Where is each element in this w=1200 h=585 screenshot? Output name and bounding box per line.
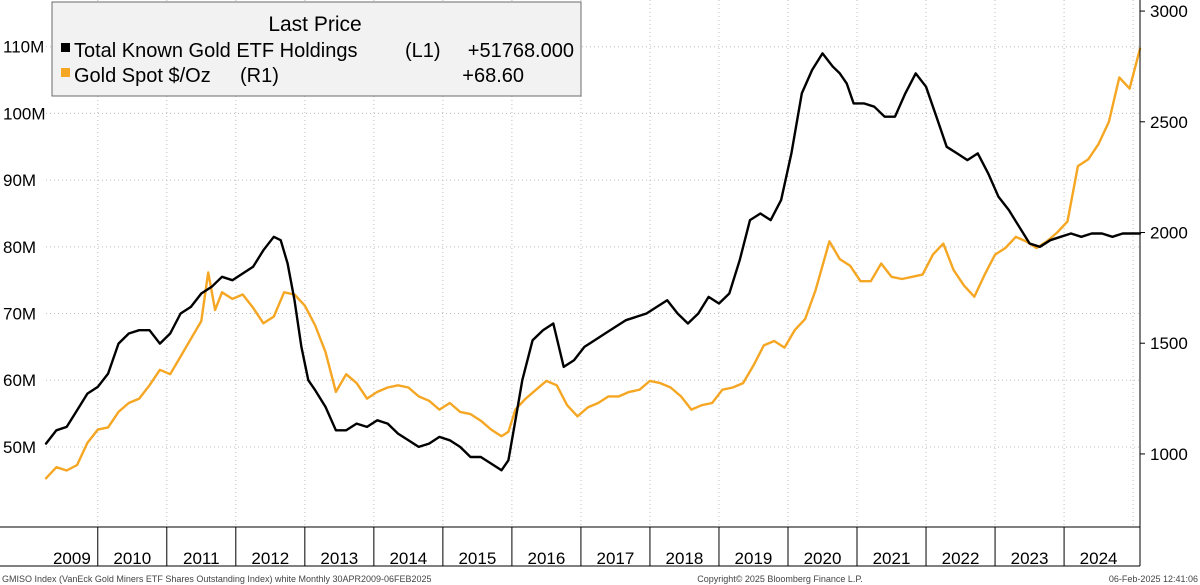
x-tick-label: 2011 <box>183 549 220 568</box>
left-tick-label: 70M <box>3 305 36 324</box>
x-tick-label: 2014 <box>389 549 427 568</box>
x-tick-label: 2017 <box>597 549 635 568</box>
right-tick-label: 2000 <box>1150 224 1188 243</box>
left-tick-label: 100M <box>3 104 46 123</box>
x-tick-label: 2022 <box>942 549 980 568</box>
left-tick-label: 110M <box>3 38 44 57</box>
right-tick-label: 3000 <box>1150 2 1188 21</box>
x-tick-label: 2024 <box>1080 549 1118 568</box>
x-axis: 2009 2010 2011 2012 2013 2014 2015 2016 2017 2018… <box>0 0 1141 568</box>
legend-axis-gold: (R1) <box>240 65 279 87</box>
x-tick-label: 2018 <box>666 549 704 568</box>
left-tick-label: 50M <box>3 438 36 457</box>
left-tick-label: 80M <box>3 238 36 257</box>
legend-swatch-gold <box>61 68 70 77</box>
footer-source: GMISO Index (VanEck Gold Miners ETF Shar… <box>2 574 432 584</box>
legend-value-gold: +68.60 <box>462 65 524 87</box>
legend: Last Price Total Known Gold ETF Holdings… <box>51 1 582 97</box>
legend-header: Last Price <box>268 13 361 36</box>
x-tick-label: 2015 <box>458 549 496 568</box>
legend-box <box>51 1 582 97</box>
x-tick-label: 2009 <box>53 549 91 568</box>
x-tick-label: 2020 <box>804 549 842 568</box>
left-axis-ticks: 50M 60M 70M 80M 90M 100M 110M <box>3 38 46 457</box>
x-tick-label: 2012 <box>251 549 289 568</box>
legend-name-gold: Gold Spot $/Oz <box>74 65 211 87</box>
x-tick-label: 2010 <box>113 549 151 568</box>
right-tick-label: 1000 <box>1150 445 1188 464</box>
legend-value-etf: +51768.000 <box>468 40 574 62</box>
x-tick-label: 2016 <box>527 549 565 568</box>
x-tick-label: 2021 <box>873 549 911 568</box>
series-layer <box>44 47 1142 480</box>
right-axis-ticks: 1000 1500 2000 2500 3000 <box>1140 2 1188 464</box>
footer-timestamp: 06-Feb-2025 12:41:06 <box>1109 574 1198 584</box>
left-tick-label: 90M <box>3 171 36 190</box>
x-tick-label: 2013 <box>320 549 358 568</box>
right-tick-label: 1500 <box>1150 334 1188 353</box>
x-tick-label: 2023 <box>1011 549 1049 568</box>
x-tick-label: 2019 <box>735 549 773 568</box>
legend-name-etf: Total Known Gold ETF Holdings <box>74 40 357 62</box>
left-tick-label: 60M <box>3 371 36 390</box>
right-tick-label: 2500 <box>1150 113 1188 132</box>
legend-axis-etf: (L1) <box>405 40 441 62</box>
legend-swatch-etf <box>61 43 70 52</box>
series-line-etf-holdings <box>44 52 1142 472</box>
series-line-gold-spot <box>44 47 1142 480</box>
footer-copyright: Copyright© 2025 Bloomberg Finance L.P. <box>697 574 863 584</box>
